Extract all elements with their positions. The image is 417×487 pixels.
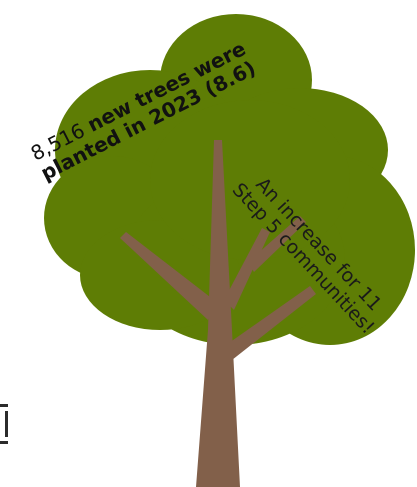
tree-trunk <box>120 140 316 487</box>
cropped-element-fragment <box>0 404 8 444</box>
